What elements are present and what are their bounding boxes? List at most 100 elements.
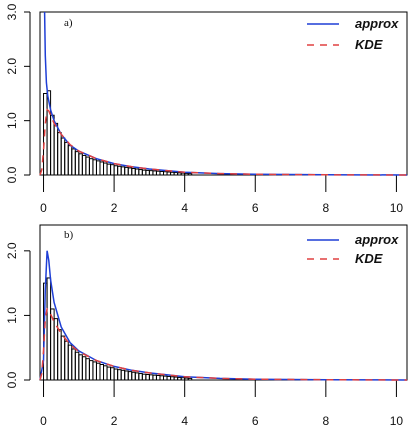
legend-label-approx: approx: [355, 232, 399, 247]
histogram-bar: [78, 153, 83, 176]
histogram-bar: [85, 358, 90, 381]
legend-label-approx: approx: [355, 16, 399, 31]
histogram-bar: [145, 169, 150, 176]
y-tick-label: 0.0: [5, 371, 19, 388]
x-tick-label: 4: [181, 414, 188, 428]
histogram-bar: [71, 348, 76, 381]
legend: approx KDE: [307, 232, 399, 266]
histogram-bar: [148, 374, 154, 381]
histogram-bar: [120, 166, 126, 176]
histogram-bar: [74, 151, 80, 176]
plot-frame: [39, 11, 408, 176]
y-tick-label: 2.0: [5, 242, 19, 259]
histogram-bar: [187, 173, 193, 176]
histogram-bar: [138, 169, 143, 176]
x-tick-label: 10: [390, 201, 404, 215]
histogram-bar: [187, 377, 193, 381]
histogram-bar: [110, 367, 115, 381]
x-axis: 0 2 4 6 8 10: [40, 174, 404, 215]
histogram-bar: [184, 172, 189, 176]
histogram-bar: [99, 161, 105, 176]
histogram-bar: [60, 335, 66, 381]
histogram-bar: [166, 375, 172, 381]
y-tick-label: 1.0: [5, 112, 19, 129]
histogram-bar: [180, 377, 186, 381]
histogram-bar: [92, 159, 97, 176]
histogram-bar: [163, 375, 168, 381]
x-axis: 0 2 4 6 8 10: [40, 379, 404, 428]
series-line-approx: [43, 11, 408, 176]
histogram-bar: [173, 172, 179, 176]
x-tick-label: 8: [322, 414, 329, 428]
x-tick-label: 10: [390, 414, 404, 428]
histogram-bar: [99, 364, 105, 381]
histogram-bar: [60, 137, 66, 176]
histogram-bar: [170, 171, 175, 176]
histogram-bar: [127, 371, 133, 381]
histogram-bar: [155, 374, 161, 381]
histogram-bar: [120, 369, 126, 381]
panel-label: b): [64, 229, 74, 241]
y-axis: 0.0 1.0 2.0 3.0: [5, 3, 31, 183]
histogram-bar: [124, 166, 129, 176]
histogram-bar: [152, 374, 157, 381]
x-tick-label: 2: [111, 414, 118, 428]
histogram-bar: [57, 329, 62, 381]
histogram-bar: [71, 148, 76, 176]
histogram-bar: [106, 366, 112, 381]
panel-b: b) 0.0 1.0 2.0 0 2 4 6 8 10 approx KDE: [5, 224, 408, 428]
histogram-bar: [81, 154, 87, 176]
histogram-bar: [95, 362, 101, 381]
plot-frame: [39, 224, 408, 381]
series-line-kde: [39, 108, 408, 176]
histogram-bar: [113, 368, 119, 381]
x-tick-label: 6: [252, 201, 259, 215]
histogram-bar: [50, 114, 55, 176]
histogram-bar: [110, 164, 115, 176]
histogram-bar: [81, 356, 87, 381]
y-tick-label: 0.0: [5, 166, 19, 183]
histogram-bars: [43, 90, 193, 176]
series-line-kde: [39, 307, 408, 381]
histogram-bar: [131, 371, 136, 381]
histogram-bar: [53, 122, 59, 176]
histogram-bar: [117, 165, 122, 176]
histogram-bar: [67, 145, 73, 176]
y-tick-label: 2.0: [5, 58, 19, 75]
x-tick-label: 4: [181, 201, 188, 215]
histogram-bar: [64, 340, 69, 381]
histogram-bar: [145, 374, 150, 381]
histogram-bar: [173, 376, 179, 381]
histogram-bar: [155, 170, 161, 176]
histogram-bar: [92, 361, 97, 381]
histogram-bar: [148, 170, 154, 176]
histogram-bar: [180, 172, 186, 176]
histogram-bar: [127, 167, 133, 176]
histogram-bar: [138, 373, 143, 381]
histogram-bar: [95, 160, 101, 176]
histogram-bar: [57, 132, 62, 176]
series-line-approx: [39, 250, 408, 381]
histogram-bar: [141, 373, 147, 381]
panel-a: a) 0.0 1.0 2.0 3.0 0 2 4 6 8 10 approx KDE: [5, 3, 408, 215]
histogram-bar: [159, 375, 165, 381]
histogram-bar: [166, 171, 172, 176]
histogram-bar: [106, 163, 112, 176]
x-tick-label: 2: [111, 201, 118, 215]
histogram-bar: [170, 376, 175, 381]
histogram-bar: [85, 156, 90, 176]
histogram-bar: [46, 277, 52, 381]
y-tick-label: 3.0: [5, 3, 19, 20]
y-tick-label: 1.0: [5, 307, 19, 324]
series-lines: [39, 250, 408, 381]
x-tick-label: 8: [322, 201, 329, 215]
histogram-bar: [88, 158, 94, 176]
histogram-bar: [117, 369, 122, 381]
histogram-bar: [177, 172, 182, 176]
histogram-bar: [177, 376, 182, 381]
histogram-bars: [43, 277, 193, 381]
histogram-bar: [134, 372, 140, 381]
histogram-bar: [67, 344, 73, 381]
histogram-bar: [141, 169, 147, 176]
